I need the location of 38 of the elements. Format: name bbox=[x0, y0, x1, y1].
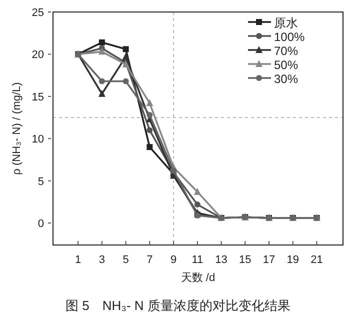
x-tick-label: 17 bbox=[262, 254, 276, 266]
y-tick-label: 15 bbox=[32, 91, 44, 104]
x-tick-label: 9 bbox=[170, 254, 177, 266]
point bbox=[98, 48, 106, 55]
x-tick-label: 19 bbox=[286, 254, 299, 266]
point bbox=[146, 144, 153, 150]
x-tick-label: 15 bbox=[239, 254, 252, 266]
x-axis-title: 天数 /d bbox=[180, 272, 216, 284]
point bbox=[122, 78, 129, 84]
point bbox=[146, 127, 153, 134]
y-tick-label: 25 bbox=[32, 7, 44, 19]
point bbox=[146, 99, 154, 106]
legend-label: 70% bbox=[274, 44, 298, 58]
point bbox=[122, 52, 130, 60]
x-tick-label: 5 bbox=[122, 254, 129, 266]
y-tick-label: 10 bbox=[32, 134, 44, 146]
point bbox=[98, 90, 106, 97]
legend-label: 100% bbox=[274, 30, 306, 44]
y-tick-label: 5 bbox=[38, 176, 44, 188]
point bbox=[146, 112, 153, 118]
x-tick-label: 11 bbox=[192, 254, 204, 266]
caption: 图 5 NH₃- N 质量浓度的对比变化结果 bbox=[66, 298, 290, 313]
x-tick-label: 3 bbox=[98, 254, 105, 266]
x-tick-label: 21 bbox=[310, 254, 323, 266]
y-tick-label: 20 bbox=[32, 49, 44, 62]
x-tick-label: 13 bbox=[215, 254, 228, 266]
point bbox=[98, 39, 105, 46]
point bbox=[194, 188, 201, 195]
legend-label: 原水 bbox=[274, 16, 298, 30]
legend-label: 30% bbox=[274, 72, 298, 86]
point bbox=[122, 46, 129, 52]
legend-label: 50% bbox=[274, 58, 298, 72]
y-axis-title: ρ (NH₃- N) / (mg/L) bbox=[11, 82, 23, 175]
point bbox=[194, 201, 200, 208]
point bbox=[98, 78, 105, 84]
x-tick-label: 7 bbox=[146, 254, 153, 266]
y-tick-label: 0 bbox=[38, 218, 44, 230]
x-tick-label: 1 bbox=[75, 254, 82, 266]
